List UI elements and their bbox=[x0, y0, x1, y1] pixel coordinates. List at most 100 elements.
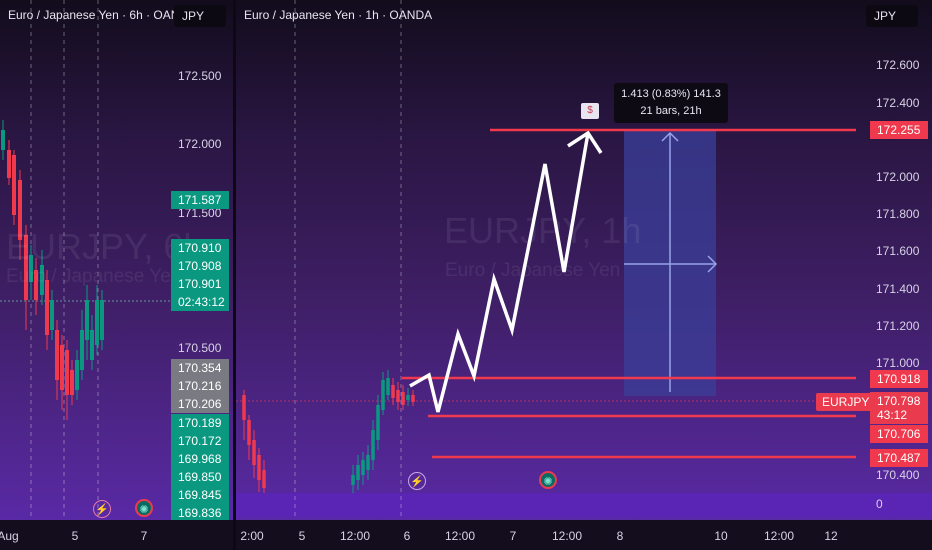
candle-body bbox=[70, 370, 74, 395]
watermark-name: Euro / Japanese Yen bbox=[445, 260, 621, 281]
time-label: 12:00 bbox=[551, 529, 583, 543]
price-axis-label: 172.000 bbox=[876, 170, 920, 184]
currency-badge[interactable]: JPY bbox=[866, 5, 918, 27]
price-axis-label: 172.600 bbox=[876, 58, 920, 72]
price-tag: 169.845 bbox=[171, 486, 229, 504]
time-label: 7 bbox=[509, 529, 517, 543]
price-axis-label: 172.000 bbox=[178, 137, 222, 151]
candle-body bbox=[50, 300, 54, 330]
price-axis-label: 170.400 bbox=[876, 468, 920, 482]
candle-body bbox=[7, 150, 11, 178]
time-label: 12:00 bbox=[339, 529, 371, 543]
plot-background bbox=[236, 0, 932, 550]
last-price-tag: 170.798 bbox=[870, 392, 928, 410]
projection-arrow bbox=[409, 132, 590, 413]
price-tag: 170.189 bbox=[171, 414, 229, 432]
candle-body bbox=[45, 280, 49, 335]
economic-event-icon[interactable]: ✺ bbox=[135, 499, 153, 517]
watermark-name: Euro / Japanese Yen bbox=[6, 266, 182, 287]
price-tag: 170.901 bbox=[171, 275, 229, 293]
price-axis-label: 0 bbox=[876, 497, 883, 511]
time-label: 5 bbox=[298, 529, 306, 543]
candle-body bbox=[40, 265, 44, 295]
candle-body bbox=[24, 235, 28, 300]
price-axis-label: 172.400 bbox=[876, 96, 920, 110]
candle-body bbox=[401, 392, 405, 405]
candle-body bbox=[366, 455, 370, 470]
price-axis-label: 171.500 bbox=[178, 206, 222, 220]
candle-body bbox=[262, 470, 266, 488]
candle-body bbox=[371, 430, 375, 460]
time-label: 5 bbox=[71, 529, 79, 543]
symbol-badge[interactable]: EURJPY bbox=[816, 393, 876, 411]
countdown-tag: 02:43:12 bbox=[171, 293, 229, 311]
lightning-icon[interactable]: ⚡ bbox=[93, 500, 111, 518]
candle-body bbox=[356, 465, 360, 480]
price-tag: 170.216 bbox=[171, 377, 229, 395]
price-tag: 169.850 bbox=[171, 468, 229, 486]
candle-body bbox=[376, 405, 380, 440]
chart-pane-6h[interactable]: Euro / Japanese Yen · 6h · OANDA JPY EUR… bbox=[0, 0, 233, 550]
time-label: Aug bbox=[0, 529, 19, 543]
price-axis-label: 171.200 bbox=[876, 319, 920, 333]
candle-body bbox=[386, 378, 390, 395]
price-tag: 170.918 bbox=[870, 370, 928, 388]
countdown-tag: 43:12 bbox=[870, 406, 928, 424]
time-axis[interactable]: Aug 5 7 bbox=[0, 520, 233, 550]
watermark-symbol: EURJPY, 6h bbox=[6, 226, 204, 267]
projection-arrowhead bbox=[567, 130, 603, 154]
price-axis-label: 171.600 bbox=[876, 244, 920, 258]
price-tag: 170.354 bbox=[171, 359, 229, 377]
time-label: 8 bbox=[616, 529, 624, 543]
pane-divider[interactable] bbox=[233, 0, 236, 550]
time-label: 12 bbox=[824, 529, 838, 543]
measure-change: 1.413 (0.83%) 141.3 bbox=[621, 88, 721, 100]
watermark-symbol: EURJPY, 1h bbox=[444, 210, 642, 251]
price-tag: 170.487 bbox=[870, 449, 928, 467]
time-label: 10 bbox=[714, 529, 728, 543]
candle-body bbox=[361, 460, 365, 475]
candle-body bbox=[242, 395, 246, 420]
calendar-icon[interactable]: $ bbox=[581, 103, 599, 119]
candle-body bbox=[85, 300, 89, 340]
candle-body bbox=[406, 395, 410, 400]
price-axis-label: 171.400 bbox=[876, 282, 920, 296]
candles-1h bbox=[236, 0, 856, 520]
time-label: 12:00 bbox=[444, 529, 476, 543]
time-label: 6 bbox=[403, 529, 411, 543]
candle-body bbox=[381, 380, 385, 410]
price-tag: 172.255 bbox=[870, 121, 928, 139]
price-tag: 169.968 bbox=[171, 450, 229, 468]
lightning-icon[interactable]: ⚡ bbox=[408, 472, 426, 490]
price-tag: 169.836 bbox=[171, 504, 229, 522]
chart-title: Euro / Japanese Yen · 6h · OANDA bbox=[8, 8, 197, 22]
candles-6h bbox=[0, 0, 170, 520]
economic-event-icon[interactable]: ✺ bbox=[539, 471, 557, 489]
candle-body bbox=[351, 475, 355, 485]
chart-pane-1h[interactable]: Euro / Japanese Yen · 1h · OANDA JPY EUR… bbox=[236, 0, 932, 550]
price-tag: 170.910 bbox=[171, 239, 229, 257]
chart-title: Euro / Japanese Yen · 1h · OANDA bbox=[244, 8, 433, 22]
time-label: 12:00 bbox=[763, 529, 795, 543]
time-label: 7 bbox=[140, 529, 148, 543]
measure-bars: 21 bars, 21h bbox=[640, 105, 702, 117]
price-axis-label: 171.800 bbox=[876, 207, 920, 221]
currency-badge[interactable]: JPY bbox=[174, 5, 226, 27]
candle-body bbox=[100, 300, 104, 340]
candle-body bbox=[411, 395, 415, 402]
candle-body bbox=[29, 255, 33, 282]
candle-body bbox=[391, 385, 395, 398]
time-axis[interactable]: 2:00 5 12:00 6 12:00 7 12:00 8 10 12:00 … bbox=[236, 520, 932, 550]
candle-body bbox=[12, 155, 16, 215]
price-tag: 170.206 bbox=[171, 395, 229, 413]
candle-body bbox=[1, 130, 5, 150]
candle-body bbox=[60, 345, 64, 390]
candle-body bbox=[65, 350, 69, 395]
price-tag: 170.172 bbox=[171, 432, 229, 450]
candle-body bbox=[75, 360, 79, 390]
candle-body bbox=[18, 180, 22, 240]
price-axis-label: 170.500 bbox=[178, 341, 222, 355]
price-axis-label: 171.000 bbox=[876, 356, 920, 370]
candle-body bbox=[396, 390, 400, 402]
time-label: 2:00 bbox=[240, 529, 264, 543]
